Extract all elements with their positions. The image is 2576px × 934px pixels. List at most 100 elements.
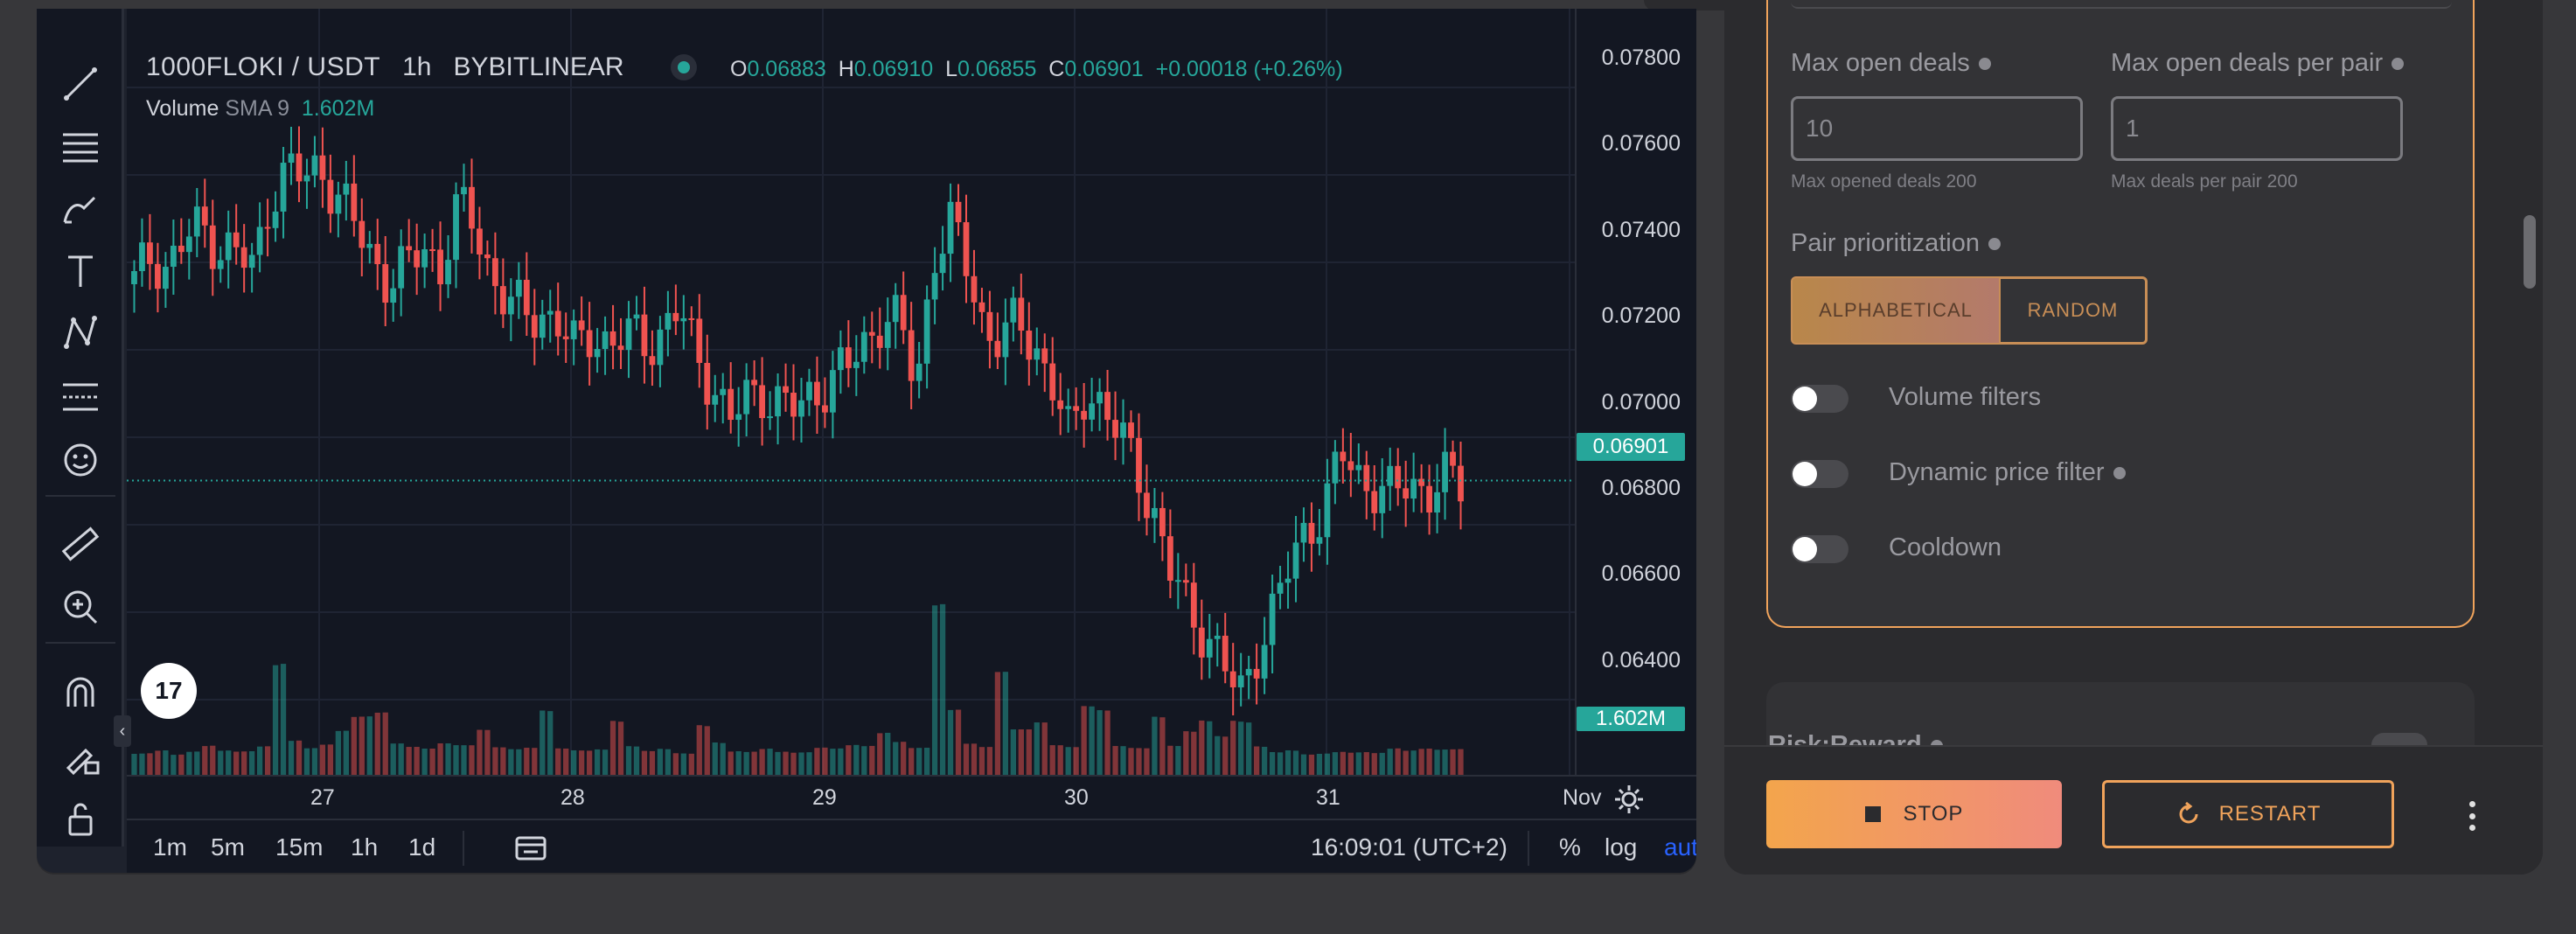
- text-tool-icon[interactable]: [58, 248, 103, 294]
- unlock-icon[interactable]: [58, 796, 103, 841]
- volume-bar: [1403, 750, 1409, 775]
- volume-filters-toggle[interactable]: [1791, 385, 1848, 413]
- cooldown-toggle[interactable]: [1791, 535, 1848, 563]
- ruler-icon[interactable]: [58, 521, 103, 567]
- timeframe-1h[interactable]: 1h: [351, 833, 379, 861]
- volume-bar: [767, 749, 773, 775]
- volume-bar: [712, 742, 718, 775]
- volume-bar: [1363, 752, 1369, 775]
- alphabetical-option[interactable]: ALPHABETICAL: [1791, 276, 2001, 345]
- trend-line-icon[interactable]: [58, 61, 103, 107]
- timeframe-1d[interactable]: 1d: [408, 833, 436, 861]
- random-option[interactable]: RANDOM: [2001, 276, 2148, 345]
- candle-body: [453, 194, 459, 261]
- timeframe-1m[interactable]: 1m: [153, 833, 187, 861]
- more-options-icon[interactable]: [2459, 794, 2485, 838]
- candle-body: [193, 206, 200, 237]
- max-open-deals-per-pair-input[interactable]: [2111, 96, 2403, 161]
- volume-bar: [1199, 720, 1205, 775]
- max-open-deals-per-pair-label: Max open deals per pair: [2111, 49, 2405, 78]
- horizontal-lines-icon[interactable]: [58, 122, 103, 168]
- candle-body: [461, 186, 467, 195]
- candle-body: [609, 331, 616, 346]
- candlestick-chart[interactable]: [127, 9, 1575, 775]
- restart-button[interactable]: RESTART: [2102, 780, 2394, 848]
- dynamic-price-filter-toggle[interactable]: [1791, 460, 1848, 488]
- candle-body: [469, 186, 475, 229]
- volume-bar: [916, 748, 922, 775]
- interval-label[interactable]: 1h: [402, 52, 432, 81]
- volume-bar: [704, 726, 710, 775]
- candle-body: [1190, 582, 1197, 628]
- time-tick: 27: [310, 785, 335, 810]
- volume-bar: [461, 745, 467, 775]
- volume-bar: [720, 742, 726, 775]
- candle-body: [665, 312, 672, 330]
- price-axis[interactable]: 0.07800 0.07600 0.07400 0.07200 0.07000 …: [1575, 9, 1696, 775]
- max-open-deals-input[interactable]: [1791, 96, 2083, 161]
- symbol-label[interactable]: 1000FLOKI / USDT: [146, 52, 381, 81]
- candle-body: [1097, 392, 1104, 404]
- scrollbar-thumb[interactable]: [2524, 215, 2536, 289]
- volume-bar: [264, 746, 271, 775]
- ohlc-values: O0.06883 H0.06910 L0.06855 C0.06901 +0.0…: [730, 57, 1343, 82]
- candle-body: [1277, 582, 1284, 594]
- toolbar-divider: [463, 831, 464, 866]
- volume-bar: [296, 740, 303, 775]
- time-tick: 30: [1064, 785, 1089, 810]
- forecast-icon[interactable]: [58, 374, 103, 420]
- info-icon[interactable]: [2392, 58, 2405, 71]
- volume-bar: [1175, 746, 1181, 775]
- volume-bar: [131, 754, 137, 775]
- chart-canvas[interactable]: 1000FLOKI / USDT 1h BYBITLINEAR O0.06883…: [127, 9, 1575, 775]
- magnet-icon[interactable]: [58, 670, 103, 715]
- candle-body: [790, 393, 797, 417]
- date-range-icon[interactable]: [515, 834, 547, 867]
- volume-bar: [1065, 747, 1071, 775]
- current-price-tag: 0.06901: [1577, 433, 1685, 461]
- lock-drawing-icon[interactable]: [58, 733, 103, 778]
- pattern-icon[interactable]: [58, 310, 103, 355]
- volume-bar: [1261, 746, 1268, 775]
- tradingview-logo[interactable]: 17: [141, 663, 197, 719]
- time-tick: 28: [560, 785, 585, 810]
- candle-body: [649, 356, 656, 366]
- info-icon[interactable]: [1978, 58, 1991, 71]
- auto-toggle[interactable]: auto: [1664, 833, 1696, 861]
- stop-button[interactable]: STOP: [1766, 780, 2062, 848]
- timeframe-15m[interactable]: 15m: [275, 833, 324, 861]
- candle-body: [1002, 322, 1009, 358]
- volume-bar: [1269, 752, 1276, 775]
- candle-body: [735, 414, 742, 421]
- percent-toggle[interactable]: %: [1559, 833, 1581, 861]
- time-axis[interactable]: 27 28 29 30 31 Nov: [127, 775, 1696, 819]
- scrollbar-track[interactable]: [2518, 0, 2536, 745]
- candle-body: [327, 179, 334, 214]
- candle-body: [814, 381, 820, 406]
- clock-readout[interactable]: 16:09:01 (UTC+2): [1311, 833, 1507, 861]
- volume-bar: [743, 751, 749, 775]
- info-icon[interactable]: [2113, 467, 2126, 480]
- high-key: H: [838, 57, 854, 81]
- volume-bar: [477, 729, 483, 775]
- timeframe-5m[interactable]: 5m: [211, 833, 245, 861]
- brush-icon[interactable]: [58, 187, 103, 233]
- candle-body: [720, 388, 727, 395]
- candle-body: [672, 312, 679, 322]
- candle-body: [963, 222, 970, 276]
- candle-body: [523, 279, 530, 316]
- volume-bar: [241, 751, 247, 775]
- log-toggle[interactable]: log: [1605, 833, 1638, 861]
- candle-body: [1034, 348, 1041, 360]
- collapse-toolbar-icon[interactable]: ‹: [114, 715, 131, 747]
- zoom-in-icon[interactable]: [58, 584, 103, 630]
- candle-body: [1152, 507, 1158, 519]
- chart-settings-icon[interactable]: [1613, 784, 1645, 819]
- emoji-icon[interactable]: [58, 437, 103, 483]
- volume-bar: [939, 603, 946, 775]
- candle-body: [625, 318, 632, 351]
- volume-bar: [1379, 752, 1385, 775]
- candle-body: [1026, 331, 1033, 360]
- candle-body: [1347, 461, 1354, 470]
- info-icon[interactable]: [1988, 238, 2001, 251]
